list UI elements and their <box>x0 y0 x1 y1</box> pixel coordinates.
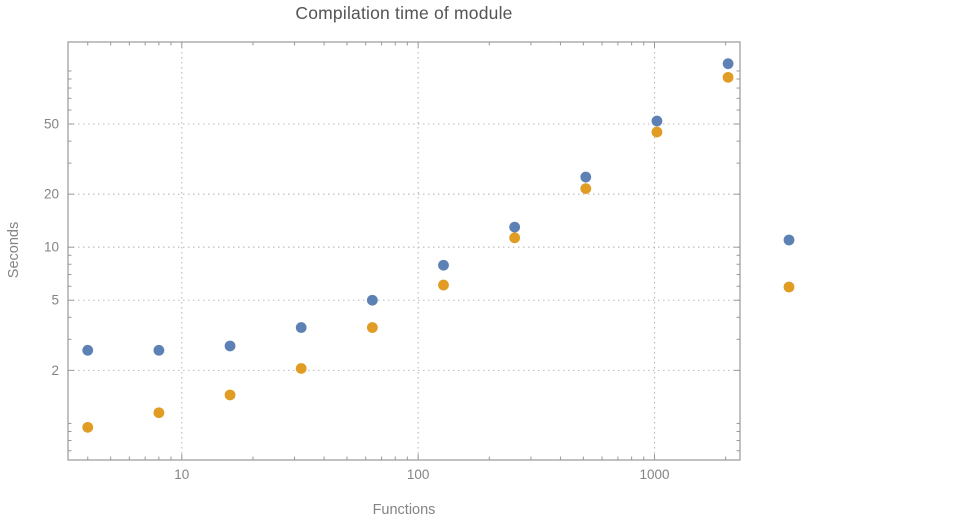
data-point-series-2-orange <box>366 322 378 333</box>
data-point-series-2-orange <box>509 232 521 244</box>
data-point-series-1-blue <box>509 221 521 233</box>
data-point-series-2-orange <box>438 279 449 291</box>
x-tick-label: 100 <box>407 467 430 482</box>
x-tick-label: 10 <box>174 467 189 482</box>
data-point-series-1-blue <box>580 171 592 183</box>
y-tick-label: 2 <box>51 363 59 378</box>
legend-marker-1 <box>783 234 795 246</box>
data-point-series-1-blue <box>295 322 307 333</box>
y-tick-label: 20 <box>44 187 59 202</box>
data-point-series-1-blue <box>438 259 449 271</box>
data-point-series-2-orange <box>82 421 94 433</box>
data-point-series-1-blue <box>224 340 236 352</box>
legend-marker-2 <box>783 281 795 293</box>
data-point-series-1-blue <box>366 294 378 306</box>
y-tick-label: 50 <box>44 117 59 132</box>
data-point-series-2-orange <box>153 407 165 419</box>
chart-title: Compilation time of module <box>295 3 513 23</box>
data-point-series-1-blue <box>82 344 94 356</box>
data-point-series-2-orange <box>580 183 592 195</box>
data-point-series-1-blue <box>153 344 165 356</box>
plot-frame <box>67 41 741 461</box>
data-point-series-2-orange <box>651 126 663 138</box>
data-point-series-1-blue <box>651 115 663 127</box>
data-point-series-1-blue <box>722 58 734 70</box>
y-tick-label: 5 <box>51 293 59 308</box>
x-tick-label: 1000 <box>639 467 669 482</box>
y-tick-label: 10 <box>44 240 59 255</box>
x-axis-label: Functions <box>372 502 436 518</box>
data-point-series-2-orange <box>722 71 734 83</box>
data-point-series-2-orange <box>295 363 307 374</box>
data-point-series-2-orange <box>224 389 236 401</box>
